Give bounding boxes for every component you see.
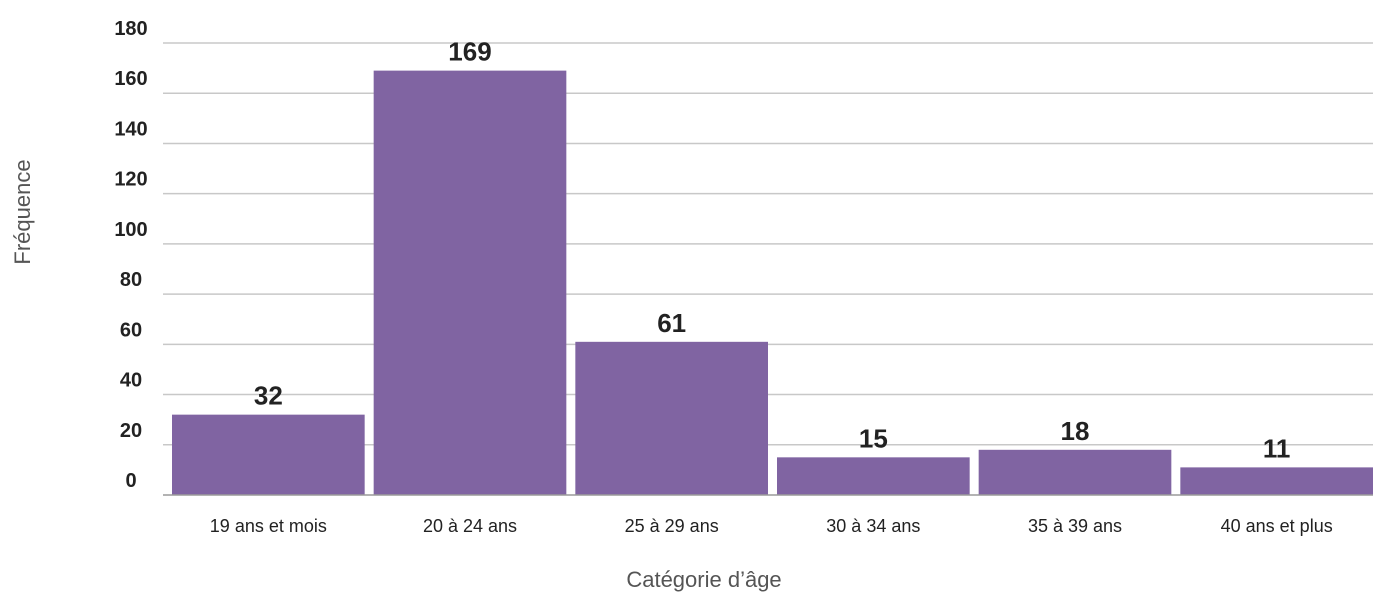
y-tick-label: 20 <box>120 420 142 442</box>
x-axis-ticks: 19 ans et mois 20 à 24 ans 25 à 29 ans 30 à… <box>210 516 1333 536</box>
y-tick-label: 0 <box>125 470 136 492</box>
bar <box>172 414 365 495</box>
y-tick-label: 60 <box>120 319 142 341</box>
bar <box>1180 467 1373 495</box>
x-axis-title: Catégorie d’âge <box>626 567 781 592</box>
bars <box>172 70 1373 495</box>
data-label: 15 <box>859 423 888 453</box>
data-label: 11 <box>1263 433 1291 463</box>
data-labels: 32 169 61 15 18 11 <box>254 37 1291 464</box>
gridlines <box>163 42 1373 446</box>
y-axis-title: Fréquence <box>10 159 35 264</box>
data-label: 32 <box>254 381 283 411</box>
x-tick-label: 19 ans et mois <box>210 516 327 536</box>
y-tick-label: 160 <box>114 68 147 90</box>
x-tick-label: 35 à 39 ans <box>1028 516 1122 536</box>
y-tick-label: 120 <box>114 169 147 191</box>
x-tick-label: 30 à 34 ans <box>826 516 920 536</box>
bar <box>978 449 1172 495</box>
x-tick-label: 25 à 29 ans <box>625 516 719 536</box>
y-tick-label: 80 <box>120 269 142 291</box>
y-tick-label: 40 <box>120 370 142 392</box>
bar <box>777 457 970 495</box>
data-label: 18 <box>1061 416 1090 446</box>
bar <box>373 70 567 495</box>
y-tick-label: 180 <box>114 18 147 40</box>
y-tick-label: 100 <box>114 219 147 241</box>
data-label: 61 <box>657 308 686 338</box>
data-label: 169 <box>448 37 491 67</box>
y-tick-label: 140 <box>114 118 147 140</box>
bar <box>575 341 768 495</box>
x-tick-label: 40 ans et plus <box>1221 516 1333 536</box>
y-axis-ticks: 0 20 40 60 80 100 120 140 160 180 <box>114 18 147 492</box>
x-tick-label: 20 à 24 ans <box>423 516 517 536</box>
